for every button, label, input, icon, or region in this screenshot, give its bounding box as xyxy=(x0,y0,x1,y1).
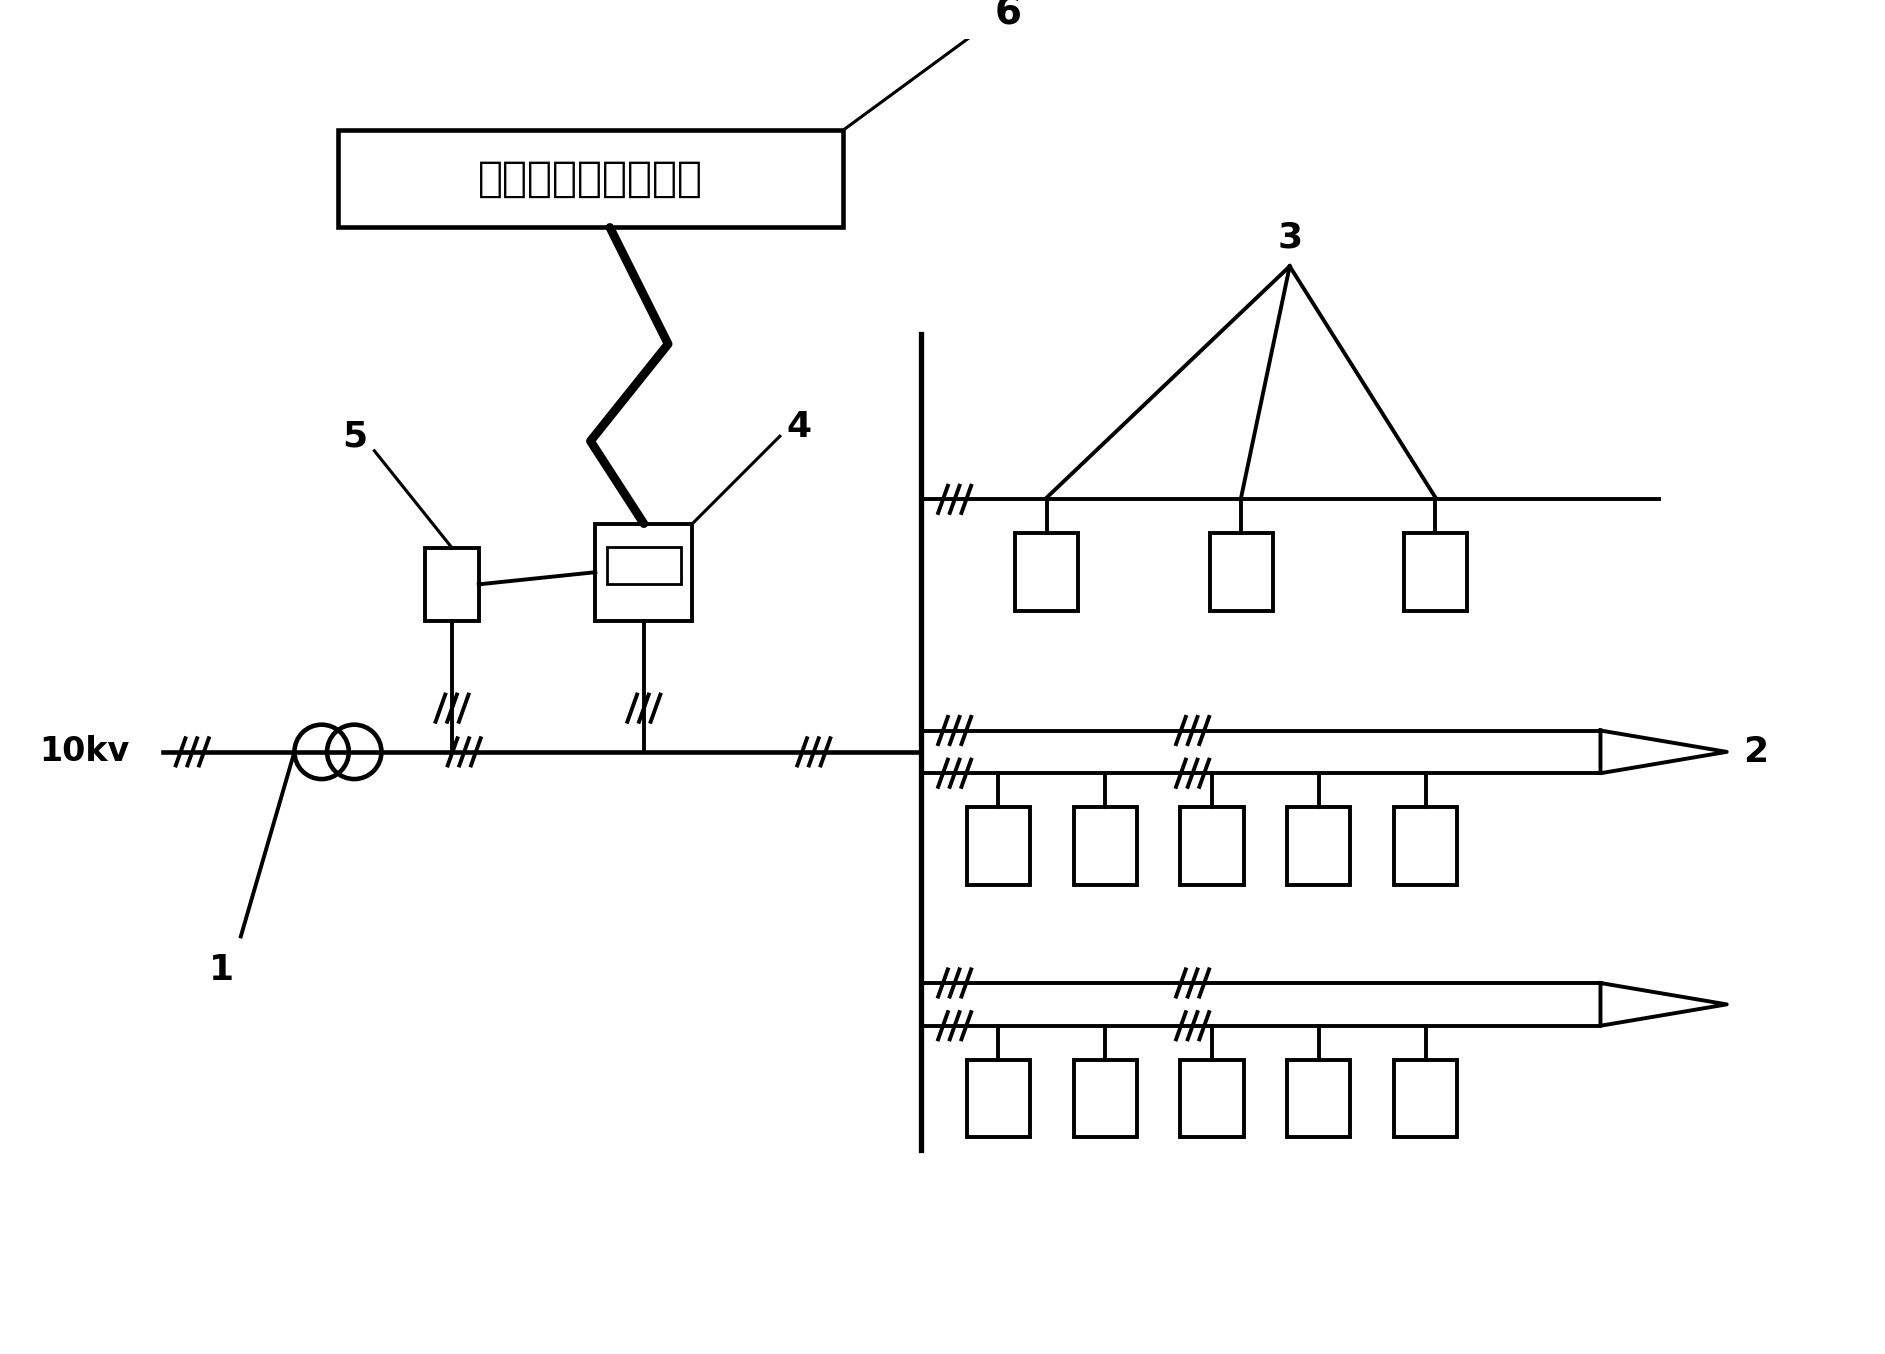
Bar xyxy=(607,547,680,584)
Bar xyxy=(1074,1060,1137,1137)
Text: 4: 4 xyxy=(786,409,812,444)
Text: 5: 5 xyxy=(343,420,368,454)
Bar xyxy=(426,548,479,620)
Bar xyxy=(967,1060,1029,1137)
Bar xyxy=(1287,1060,1350,1137)
Bar xyxy=(1016,533,1078,611)
Bar xyxy=(1404,533,1467,611)
Bar xyxy=(337,130,843,227)
Bar xyxy=(596,524,692,620)
Text: 10kv: 10kv xyxy=(40,735,128,768)
Text: 2: 2 xyxy=(1744,735,1768,769)
Text: 6: 6 xyxy=(995,0,1022,32)
Bar xyxy=(1395,807,1457,886)
Bar xyxy=(1210,533,1272,611)
Bar xyxy=(1074,807,1137,886)
Bar xyxy=(1395,1060,1457,1137)
Bar xyxy=(1180,807,1244,886)
Text: 电能量采集系统主站: 电能量采集系统主站 xyxy=(479,158,703,200)
Text: 3: 3 xyxy=(1278,221,1303,255)
Bar xyxy=(1180,1060,1244,1137)
Bar xyxy=(967,807,1029,886)
Text: 1: 1 xyxy=(209,953,234,987)
Bar xyxy=(1287,807,1350,886)
